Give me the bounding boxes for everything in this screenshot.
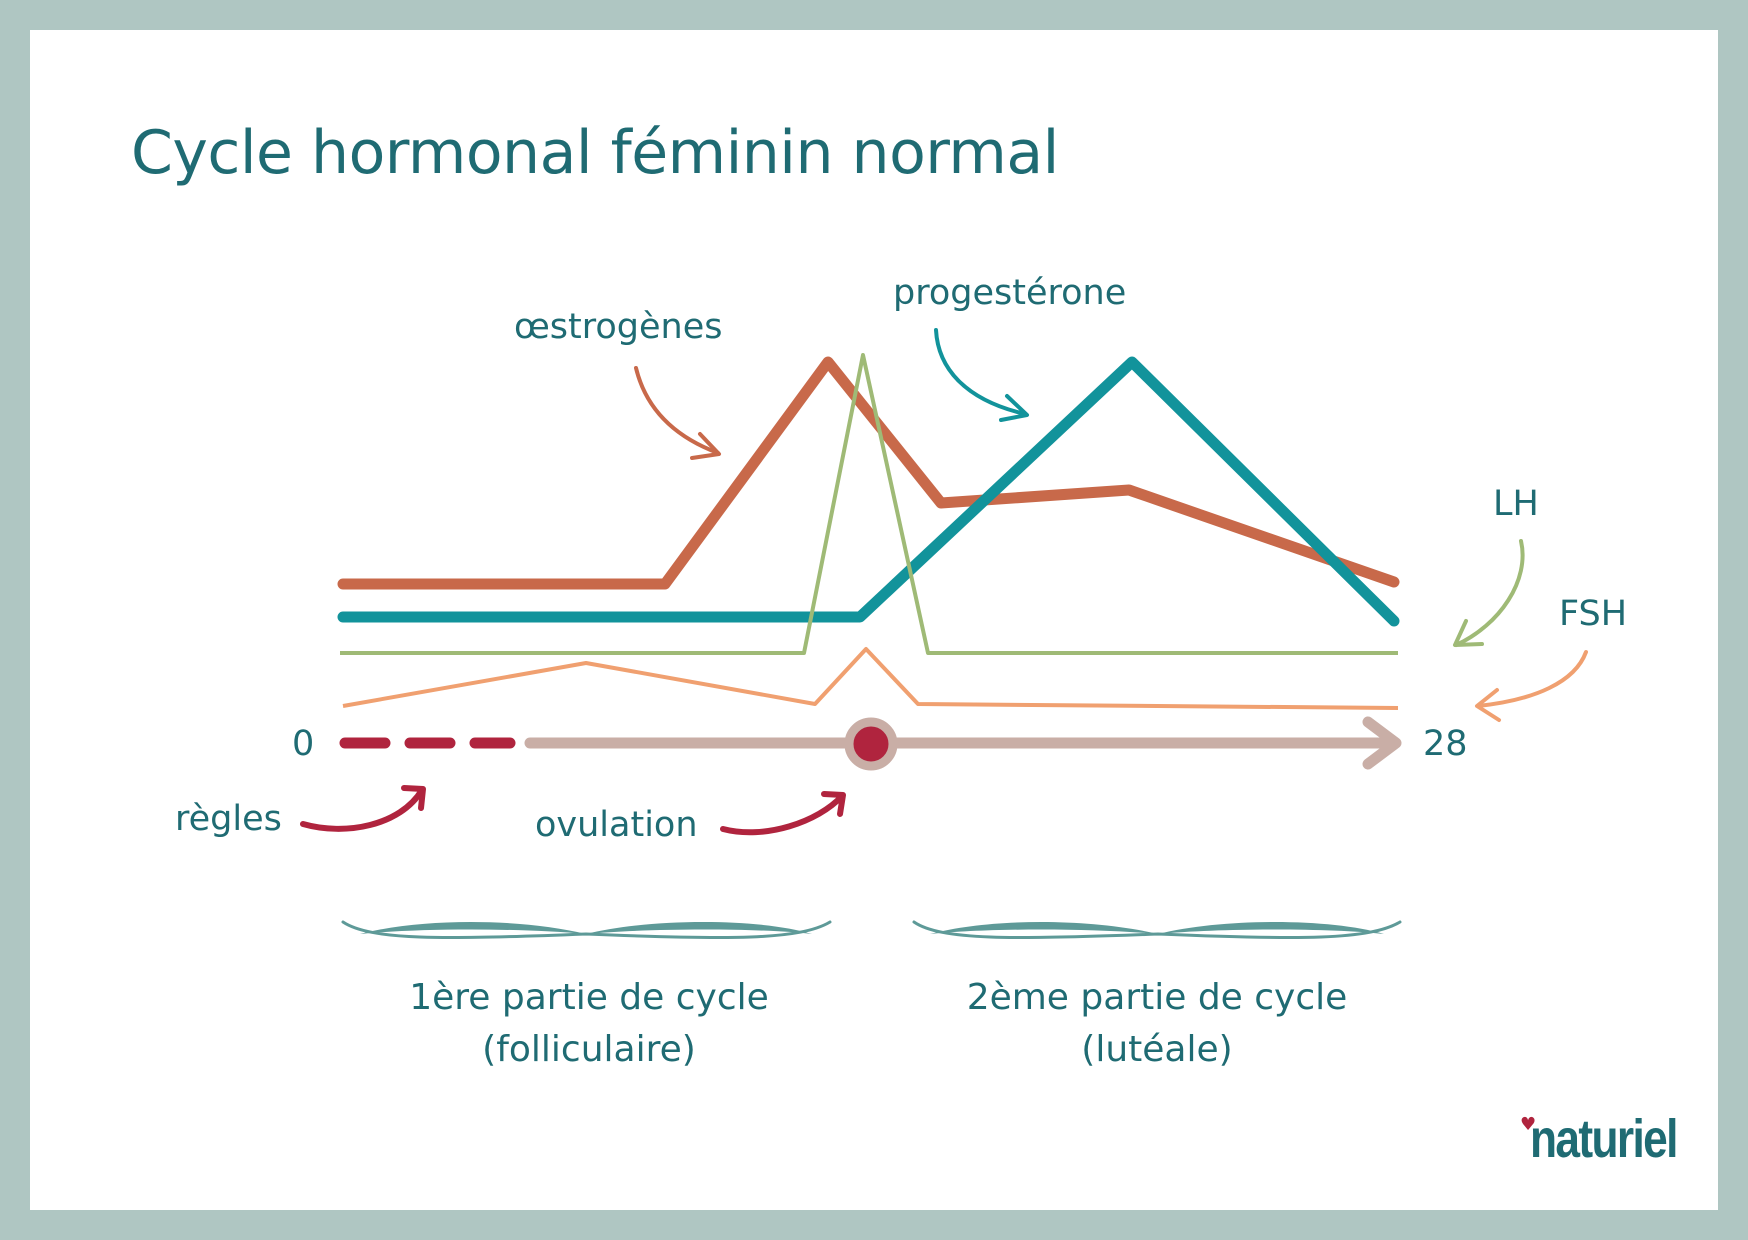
arrow-oestrogenes xyxy=(634,366,721,460)
brace-luteale-fill xyxy=(930,922,1384,934)
diagram-title: Cycle hormonal féminin normal xyxy=(131,118,1059,188)
label-day-start: 0 xyxy=(292,724,315,764)
brace-folliculaire-fill xyxy=(360,922,812,934)
arrow-ovulation xyxy=(720,791,846,836)
arrow-progesterone xyxy=(934,328,1029,422)
arrow-regles xyxy=(300,785,426,832)
phase-luteale: 2ème partie de cycle (lutéale) xyxy=(917,972,1397,1076)
phase-folliculaire-subtitle: (folliculaire) xyxy=(482,1029,696,1070)
timeline-arrowhead xyxy=(1362,716,1402,770)
label-progesterone: progestérone xyxy=(893,273,1127,313)
curve-lh xyxy=(340,353,1398,655)
curve-fsh xyxy=(342,647,1399,710)
label-ovulation: ovulation xyxy=(535,805,698,845)
phase-folliculaire-title: 1ère partie de cycle xyxy=(409,977,769,1018)
arrow-fsh xyxy=(1475,650,1588,722)
label-regles: règles xyxy=(175,799,282,839)
phase-luteale-title: 2ème partie de cycle xyxy=(966,977,1348,1018)
arrow-lh xyxy=(1453,539,1525,647)
label-oestrogenes: œstrogènes xyxy=(514,307,723,347)
label-lh: LH xyxy=(1493,484,1539,524)
diagram-card xyxy=(30,30,1718,1210)
label-fsh: FSH xyxy=(1559,594,1628,634)
ovulation-marker xyxy=(844,717,898,771)
heart-icon: ♥ xyxy=(1520,1114,1537,1135)
phase-luteale-subtitle: (lutéale) xyxy=(1081,1029,1233,1070)
label-day-end: 28 xyxy=(1423,724,1468,764)
phase-folliculaire: 1ère partie de cycle (folliculaire) xyxy=(349,972,829,1076)
brand-logo: naturiel xyxy=(1530,1109,1678,1169)
curve-progesterone xyxy=(337,356,1400,627)
curve-oestrogenes xyxy=(337,356,1400,590)
